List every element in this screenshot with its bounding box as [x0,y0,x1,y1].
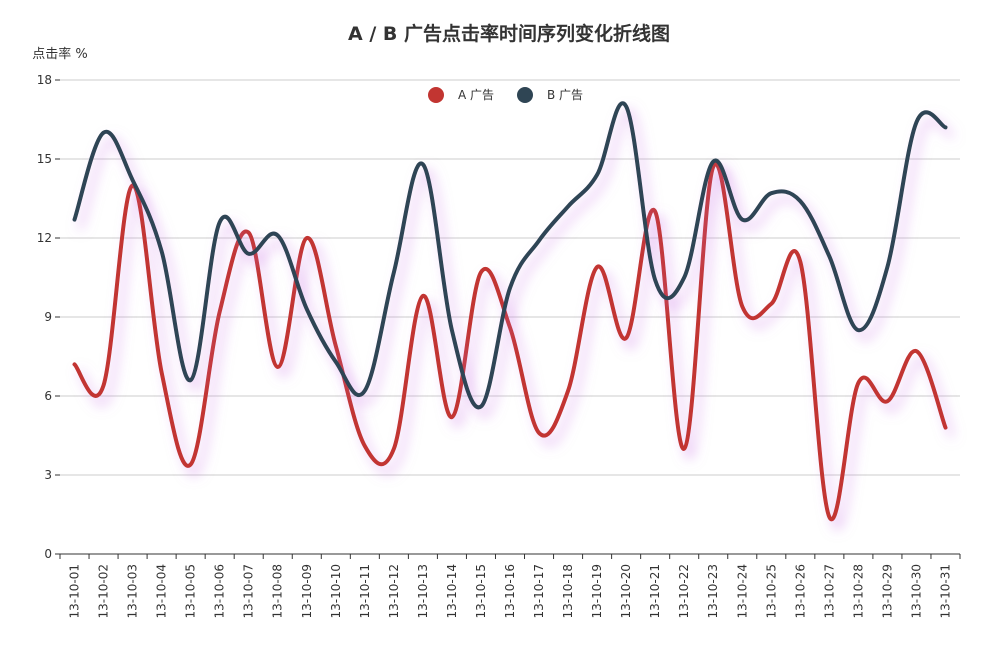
x-tick-label: 13-10-08 [271,564,285,618]
y-axis: 0 3 6 9 12 15 18 [37,73,60,561]
y-tick-label: 12 [37,231,52,245]
legend-item-a[interactable]: A 广告 [428,87,494,103]
x-axis: 13-10-01 13-10-02 13-10-03 13-10-04 13-10-05… [59,553,961,618]
legend-marker [428,87,444,103]
x-tick-label: 13-10-19 [590,564,604,618]
x-tick-label: 13-10-22 [677,564,691,618]
legend-label: A 广告 [458,88,494,102]
x-tick-label: 13-10-02 [97,564,111,618]
x-tick-label: 13-10-23 [706,564,720,618]
x-tick-label: 13-10-29 [880,564,894,618]
y-tick-label: 15 [37,152,52,166]
x-tick-label: 13-10-11 [358,564,372,618]
x-tick-label: 13-10-17 [532,564,546,618]
x-tick-label: 13-10-25 [764,564,778,618]
series-line-a[interactable] [72,161,948,522]
y-axis-label: 点击率 % [32,46,88,62]
series-line-b[interactable] [72,101,948,410]
x-tick-label: 13-10-28 [851,564,865,618]
legend-label: B 广告 [547,88,583,102]
x-tick-label: 13-10-13 [416,564,430,618]
y-tick-label: 3 [44,468,52,482]
y-tick-label: 6 [44,389,52,403]
y-tick-label: 18 [37,73,52,87]
x-tick-label: 13-10-04 [155,564,169,618]
y-tick-label: 0 [44,547,52,561]
x-tick-label: 13-10-14 [445,564,459,618]
x-tick-label: 13-10-09 [300,564,314,618]
chart-title: A / B 广告点击率时间序列变化折线图 [348,22,670,45]
x-tick-label: 13-10-15 [474,564,488,618]
x-tick-label: 13-10-26 [793,564,807,618]
y-tick-label: 9 [44,310,52,324]
x-tick-label: 13-10-05 [184,564,198,618]
x-tick-label: 13-10-24 [735,564,749,618]
x-tick-label: 13-10-18 [561,564,575,618]
x-tick-label: 13-10-21 [648,564,662,618]
x-tick-label: 13-10-20 [619,564,633,618]
x-tick-label: 13-10-31 [938,564,952,618]
x-tick-label: 13-10-10 [329,564,343,618]
grid [60,79,960,476]
x-tick-label: 13-10-03 [126,564,140,618]
x-tick-label: 13-10-27 [822,564,836,618]
x-tick-label: 13-10-07 [242,564,256,618]
series-lines [72,101,948,522]
x-tick-label: 13-10-01 [68,564,82,618]
x-tick-label: 13-10-16 [503,564,517,618]
legend-marker [517,87,533,103]
legend-item-b[interactable]: B 广告 [517,87,583,103]
x-tick-label: 13-10-06 [213,564,227,618]
legend[interactable]: A 广告 B 广告 [428,87,583,103]
x-tick-label: 13-10-30 [909,564,923,618]
x-tick-label: 13-10-12 [387,564,401,618]
